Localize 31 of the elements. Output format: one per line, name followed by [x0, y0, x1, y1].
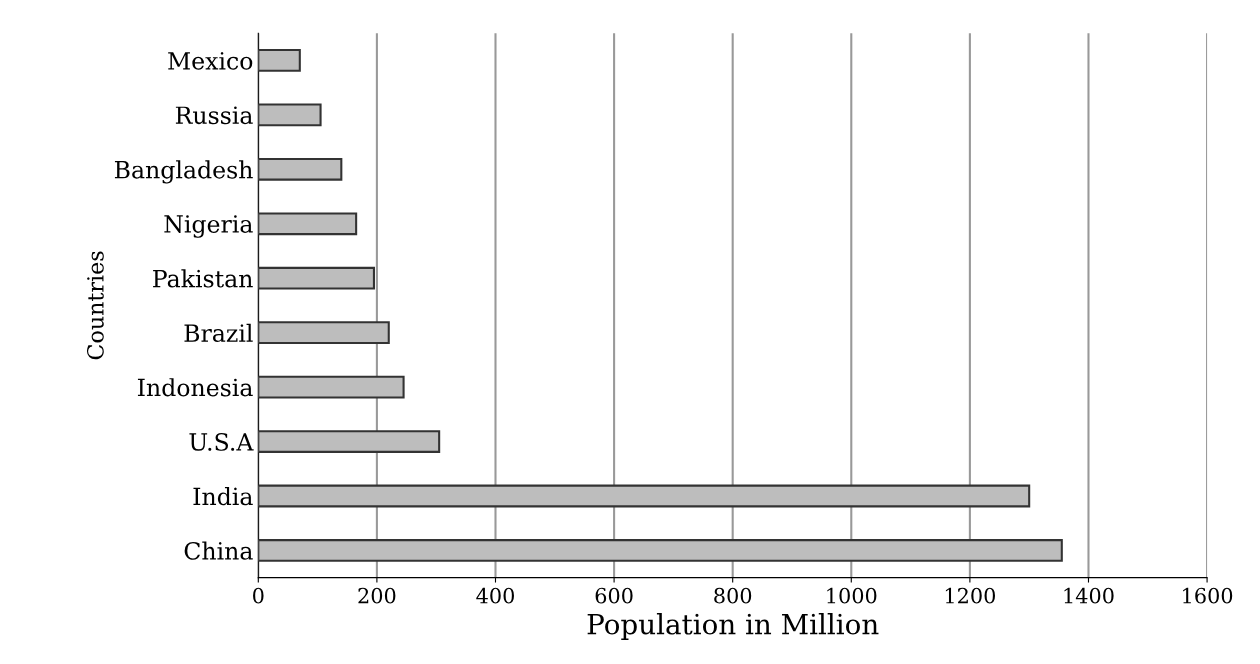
- y-tick-label: Mexico: [168, 52, 253, 70]
- y-tick-label: India: [193, 487, 253, 506]
- y-tick-label: Indonesia: [137, 378, 253, 397]
- bar: [258, 103, 322, 127]
- y-tick-label: China: [184, 541, 253, 560]
- bar: [258, 321, 390, 345]
- y-tick-label: Brazil: [184, 323, 253, 342]
- x-tick-label: 600: [595, 587, 633, 604]
- bar: [258, 375, 405, 399]
- y-tick-label: Nigeria: [164, 215, 253, 238]
- y-tick-label: Russia: [175, 106, 253, 125]
- y-tick-label: Pakistan: [153, 269, 253, 288]
- x-tick-label: 1400: [1064, 587, 1114, 604]
- bar: [258, 430, 441, 453]
- x-tick-label: 0: [253, 587, 264, 604]
- bar: [258, 266, 375, 290]
- x-tick-label: 200: [358, 587, 396, 604]
- x-axis-title: Population in Million: [587, 613, 879, 640]
- y-axis-title: Countries: [86, 251, 104, 360]
- y-tick-label: U.S.A: [189, 433, 254, 451]
- x-tick-label: 1200: [945, 587, 996, 604]
- bar: [258, 49, 301, 72]
- x-tick-label: 800: [714, 587, 752, 604]
- y-tick-label: Bangladesh: [114, 160, 253, 184]
- x-tick-label: 400: [476, 587, 514, 604]
- bar: [258, 212, 358, 236]
- bar: [258, 484, 1031, 508]
- bar: [258, 157, 343, 181]
- x-tick-label: 1600: [1183, 587, 1233, 604]
- x-tick-label: 1000: [827, 587, 877, 604]
- bar: [258, 539, 1063, 562]
